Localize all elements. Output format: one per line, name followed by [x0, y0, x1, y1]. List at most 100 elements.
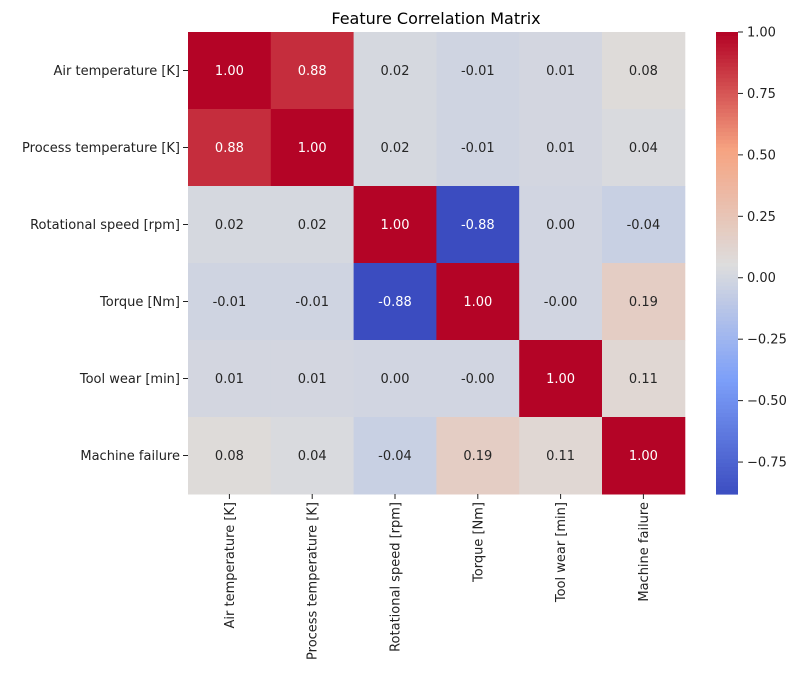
colorbar-segment — [716, 74, 738, 79]
colorbar-segment — [716, 328, 738, 333]
colorbar-segment — [716, 135, 738, 141]
cell-value-label: 0.01 — [546, 64, 575, 79]
cell-value-label: -0.88 — [461, 218, 495, 233]
colorbar-segment — [716, 397, 738, 403]
colorbar-segment — [716, 55, 738, 60]
column-label: Torque [Nm] — [471, 502, 486, 583]
colorbar-segment — [716, 413, 738, 418]
colorbar-segment — [716, 178, 738, 183]
colorbar-segment — [716, 351, 738, 356]
colorbar-segment — [716, 236, 738, 241]
colorbar-segment — [716, 216, 738, 222]
colorbar-segment — [716, 301, 738, 306]
colorbar-segment — [716, 266, 738, 272]
colorbar-tick-label: −0.25 — [747, 333, 787, 348]
cell-value-label: 0.08 — [629, 64, 658, 79]
heatmap-cell — [519, 263, 603, 341]
heatmap-cell — [436, 340, 520, 418]
colorbar-segment — [716, 251, 738, 256]
heatmap-cell — [436, 417, 520, 495]
colorbar-segment — [716, 278, 738, 283]
heatmap-cell — [353, 417, 437, 495]
colorbar-segment — [716, 193, 738, 199]
column-label: Machine failure — [637, 502, 652, 602]
heatmap-cell — [188, 263, 272, 341]
cell-value-label: 0.88 — [298, 64, 327, 79]
colorbar-segment — [716, 197, 738, 202]
colorbar-segment — [716, 370, 738, 376]
heatmap-cell — [602, 32, 686, 110]
row-label: Air temperature [K] — [54, 64, 181, 79]
cell-value-label: 0.04 — [629, 141, 658, 156]
colorbar-segment — [716, 43, 738, 48]
colorbar-segment — [716, 228, 738, 233]
colorbar-segment — [716, 336, 738, 341]
colorbar-segment — [716, 355, 738, 360]
colorbar-segment — [716, 186, 738, 191]
colorbar-segment — [716, 401, 738, 407]
heatmap-cell — [519, 186, 603, 264]
colorbar-segment — [716, 289, 738, 295]
column-labels: Air temperature [K] Process temperature [… — [223, 494, 652, 660]
colorbar-segment — [716, 366, 738, 372]
colorbar-segment — [716, 147, 738, 152]
heatmap-cell — [270, 263, 355, 341]
colorbar-segment — [716, 85, 738, 91]
colorbar-tick-label: 0.75 — [747, 87, 776, 102]
cell-value-label: -0.04 — [627, 218, 661, 233]
heatmap-cell — [270, 417, 355, 495]
colorbar-segment — [716, 428, 738, 433]
colorbar-segment — [716, 482, 738, 487]
column-label: Process temperature [K] — [306, 502, 321, 660]
heatmap-cell — [353, 109, 437, 187]
colorbar-segment — [716, 478, 738, 484]
colorbar-segment — [716, 66, 738, 72]
colorbar-segment — [716, 109, 738, 114]
cell-value-label: 0.01 — [215, 372, 244, 387]
cell-value-label: 1.00 — [215, 64, 244, 79]
colorbar-segment — [716, 132, 738, 137]
colorbar-segment — [716, 447, 738, 453]
heatmap-cell — [188, 109, 272, 187]
colorbar-segment — [716, 490, 738, 495]
colorbar-segment — [716, 316, 738, 322]
colorbar-segment — [716, 305, 738, 310]
heatmap-cell — [188, 417, 272, 495]
cell-value-label: 0.19 — [463, 449, 492, 464]
row-label: Machine failure — [80, 449, 180, 464]
colorbar-segment — [716, 224, 738, 229]
colorbar-segment — [716, 97, 738, 102]
heatmap-cell — [270, 32, 355, 110]
colorbar-segment — [716, 101, 738, 106]
colorbar-segment — [716, 263, 738, 268]
colorbar-segment — [716, 89, 738, 95]
colorbar-segment — [716, 359, 738, 364]
colorbar-segment — [716, 112, 738, 118]
colorbar-segment — [716, 78, 738, 83]
colorbar-segment — [716, 420, 738, 426]
colorbar-segment — [716, 320, 738, 326]
heatmap-cell — [188, 32, 272, 110]
heatmap-cell — [270, 186, 355, 264]
colorbar-segment — [716, 174, 738, 179]
heatmap-cell — [270, 340, 355, 418]
heatmap-cell — [519, 32, 603, 110]
colorbar-segment — [716, 440, 738, 445]
colorbar-segment — [716, 116, 738, 122]
colorbar-tick-label: 1.00 — [747, 26, 776, 41]
colorbar-segment — [716, 58, 738, 64]
cell-value-label: 1.00 — [629, 449, 658, 464]
colorbar-segment — [716, 47, 738, 52]
cell-value-label: 1.00 — [546, 372, 575, 387]
colorbar-segment — [716, 467, 738, 472]
colorbar-segment — [716, 209, 738, 214]
heatmap-cells: 1.00 0.88 0.02 -0.01 0.01 0.08 0.88 1.00 0.02 -0.… — [188, 32, 686, 495]
colorbar-segment — [716, 393, 738, 399]
column-label: Rotational speed [rpm] — [389, 502, 404, 652]
heatmap-cell — [436, 32, 520, 110]
heatmap-cell — [436, 109, 520, 187]
colorbar-segment — [716, 374, 738, 380]
cell-value-label: -0.88 — [378, 295, 412, 310]
cell-value-label: 0.02 — [298, 218, 327, 233]
heatmap-cell — [353, 32, 437, 110]
